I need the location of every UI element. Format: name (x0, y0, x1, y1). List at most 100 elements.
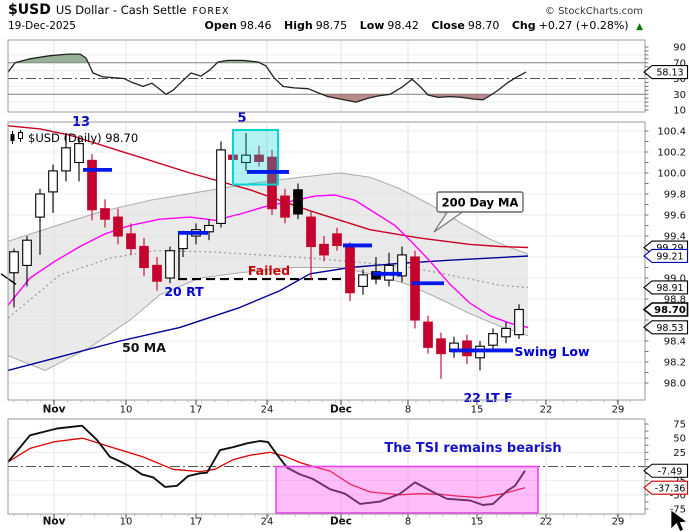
tsi-note: The TSI remains bearish (384, 441, 561, 456)
panel-border (7, 121, 646, 401)
label-5: 5 (237, 111, 246, 126)
y-tick-label: 25 (673, 448, 686, 459)
candle (204, 219, 214, 241)
x-tick-label: 10 (120, 517, 133, 528)
exchange-label: FOREX (192, 6, 230, 17)
open-value: 98.46 (240, 19, 272, 32)
copyright: © StockCharts.com (544, 6, 643, 17)
chart-date: 19-Dec-2025 (8, 20, 76, 32)
symbol-description: US Dollar - Cash Settle (55, 3, 187, 17)
chart-legend: $USD (Daily) 98.70 (28, 131, 138, 145)
symbol: $USD (8, 2, 51, 18)
y-tick-label: 30 (673, 90, 686, 101)
candle (488, 328, 498, 352)
label-20rt: 20 RT (164, 284, 204, 299)
candle (139, 238, 149, 276)
y-tick-label: 100.2 (657, 148, 686, 159)
y-tick-label: 99.8 (664, 190, 686, 201)
svg-text:98.91: 98.91 (656, 283, 683, 294)
x-tick-label: 29 (612, 405, 625, 416)
value-callout: 98.91 (643, 280, 689, 295)
svg-text:58.13: 58.13 (656, 68, 683, 79)
candle (254, 145, 264, 167)
candle (410, 250, 420, 329)
x-tick-label: Dec (330, 404, 352, 416)
x-tick-label: 24 (261, 405, 274, 416)
svg-text:99.29: 99.29 (656, 243, 683, 254)
x-axis-bottom: Nov 10 17 24 Dec 8 15 22 29 (13, 514, 631, 528)
y-tick-label: -75 (670, 505, 686, 516)
x-tick-label: 24 (261, 517, 274, 528)
title-row: $USD US Dollar - Cash Settle FOREX © Sto… (8, 2, 643, 18)
pink-highlight-box (275, 465, 539, 514)
x-tick-label: Dec (330, 516, 352, 528)
candle (514, 304, 524, 339)
candle (501, 322, 511, 344)
value-callout: -7.49 (643, 463, 689, 478)
chg-label: Chg (511, 19, 536, 32)
candle (216, 141, 226, 228)
y-tick-label: 98.0 (664, 379, 686, 390)
y-tick-label: 50 (673, 434, 686, 445)
x-tick-label: Nov (43, 516, 66, 528)
y-tick-label: 98.4 (664, 337, 686, 348)
ma200-callout: 200 Day MA (433, 191, 524, 233)
candle (165, 246, 175, 284)
candle (293, 183, 303, 220)
x-tick-label: 8 (405, 517, 411, 528)
high-value: 98.75 (315, 19, 348, 32)
svg-text:98.70: 98.70 (654, 305, 686, 316)
chg-value: +0.27 (+0.28%) (538, 19, 629, 32)
x-tick-label: 15 (471, 517, 484, 528)
close-value: 98.70 (467, 19, 500, 32)
candle (126, 223, 136, 255)
failed-label: Failed (248, 263, 290, 278)
label-22ltf: 22 LT F (463, 390, 512, 405)
y-tick-label: 98.2 (664, 358, 686, 369)
candle (152, 257, 162, 291)
candle (397, 246, 407, 283)
panel-frame (8, 40, 645, 112)
cyan-highlight-box (232, 128, 279, 186)
panel-border (7, 39, 646, 113)
svg-text:99.21: 99.21 (656, 252, 683, 263)
chart-header: $USD US Dollar - Cash Settle FOREX © Sto… (0, 0, 689, 36)
candle (319, 236, 329, 262)
y-tick-label: 99.0 (664, 274, 686, 285)
candle (332, 227, 342, 251)
x-tick-label: 22 (540, 517, 553, 528)
y-tick-label: 10 (673, 106, 686, 117)
x-tick-label: Nov (43, 404, 66, 416)
mouse-cursor (670, 509, 688, 532)
candle (241, 133, 251, 171)
tsi-panel: The TSI remains bearish (7, 424, 645, 514)
quote-strip: Open 98.46 High 98.75 Low 98.42 Close 98.70 … (204, 19, 643, 32)
y-tick-label: 70 (673, 58, 686, 69)
x-tick-label: 10 (120, 405, 133, 416)
value-callout: -37.36 (643, 480, 689, 495)
svg-text:98.53: 98.53 (656, 323, 683, 334)
y-tick-label: 98.8 (664, 295, 686, 306)
candle (48, 164, 58, 213)
y-tick-label: 50 (673, 74, 686, 85)
x-tick-label: 15 (471, 405, 484, 416)
y-tick-label: 75 (673, 420, 686, 431)
close-label: Close (431, 19, 465, 32)
candle (61, 133, 71, 182)
y-axis-right: 9070503010100.4100.2100.099.899.699.499.… (645, 43, 686, 516)
value-callout: 98.70 (642, 302, 689, 317)
low-label: Low (359, 19, 385, 32)
candle (345, 242, 355, 302)
candle (35, 188, 45, 255)
x-tick-label: 22 (540, 405, 553, 416)
y-tick-label: 99.6 (664, 211, 686, 222)
candle (280, 188, 290, 224)
y-tick-label: 99.4 (664, 232, 686, 243)
y-tick-label: -50 (670, 490, 686, 501)
high-label: High (284, 19, 313, 32)
x-tick-label: 17 (190, 517, 203, 528)
